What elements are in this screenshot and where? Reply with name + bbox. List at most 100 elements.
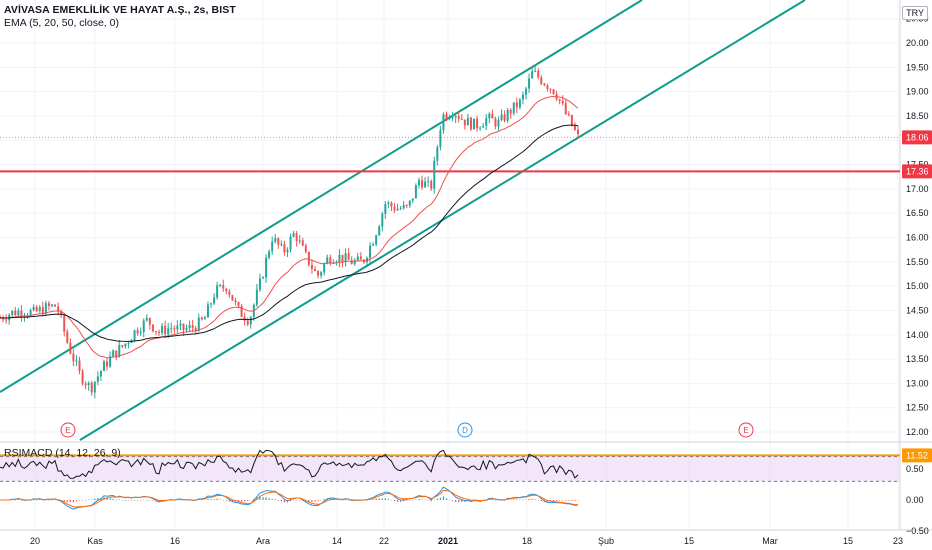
price-label-box bbox=[902, 130, 932, 145]
candle-body bbox=[268, 251, 271, 258]
ema-lines bbox=[0, 95, 579, 359]
macd-histogram-bar bbox=[528, 498, 530, 500]
candle-body bbox=[277, 238, 280, 245]
candle-body bbox=[396, 208, 399, 211]
macd-histogram-bar bbox=[455, 500, 457, 503]
candle-body bbox=[469, 117, 472, 130]
rsimacd-panel: 0.50 0.00 −0.50 bbox=[0, 449, 929, 536]
macd-histogram-bar bbox=[458, 500, 460, 503]
macd-histogram-bar bbox=[63, 500, 65, 502]
macd-histogram-bar bbox=[250, 500, 252, 501]
macd-histogram-bar bbox=[546, 500, 549, 503]
price-label-text: 17.36 bbox=[906, 166, 929, 176]
candle-body bbox=[534, 70, 537, 72]
candle-body bbox=[109, 356, 112, 367]
price-axis[interactable]: 20.5020.0019.5019.0018.5018.0017.5017.00… bbox=[906, 14, 929, 437]
macd-histogram-bar bbox=[439, 497, 441, 500]
macd-histogram-bar bbox=[317, 500, 319, 502]
currency-badge[interactable]: TRY bbox=[902, 6, 928, 20]
candle-body bbox=[528, 78, 531, 89]
macd-histogram-bar bbox=[540, 500, 542, 502]
candle-body bbox=[38, 307, 41, 312]
candle-body bbox=[124, 343, 127, 347]
rsi-tick-label: 0.50 bbox=[906, 464, 924, 474]
macd-histogram-bar bbox=[185, 500, 188, 501]
candle-body bbox=[161, 325, 164, 333]
candle-body bbox=[476, 118, 479, 129]
price-tick-label: 19.50 bbox=[906, 62, 929, 72]
candle-body bbox=[63, 315, 66, 332]
candle-body bbox=[503, 114, 506, 121]
macd-histogram-bar bbox=[522, 499, 524, 500]
macd-histogram-bar bbox=[85, 499, 87, 501]
macd-histogram-bar bbox=[253, 498, 255, 500]
macd-histogram-bar bbox=[299, 499, 301, 501]
candle-body bbox=[573, 125, 576, 130]
candle-series bbox=[0, 65, 579, 399]
candle-body bbox=[47, 303, 50, 306]
rsi-line bbox=[0, 449, 579, 479]
candle-body bbox=[200, 317, 203, 320]
price-tick-label: 15.50 bbox=[906, 257, 929, 267]
candle-body bbox=[164, 325, 167, 335]
candle-body bbox=[170, 328, 173, 330]
candle-body bbox=[231, 294, 234, 301]
time-axis[interactable]: 20 Kas 16 Ara 14 22 2021 18 Şub 15 Mar 15 23 bbox=[30, 536, 903, 546]
candle-body bbox=[494, 118, 497, 127]
symbol-title[interactable]: AVİVASA EMEKLİLİK VE HAYAT A.Ş., 2s, BIS… bbox=[4, 4, 236, 16]
candle-body bbox=[255, 289, 258, 305]
candle-body bbox=[466, 117, 469, 126]
candle-body bbox=[286, 249, 289, 253]
macd-histogram-bar bbox=[314, 500, 316, 502]
event-marker-label: E bbox=[743, 426, 748, 435]
time-tick-label: 2021 bbox=[438, 536, 458, 546]
candle-body bbox=[506, 109, 509, 121]
candle-body bbox=[460, 118, 463, 120]
macd-histogram-bar bbox=[45, 500, 47, 501]
candle-body bbox=[280, 243, 283, 245]
candle-body bbox=[347, 253, 350, 260]
macd-histogram-bar bbox=[228, 500, 230, 502]
macd-histogram-bar bbox=[372, 499, 374, 500]
candle-body bbox=[271, 241, 274, 252]
macd-histogram-bar bbox=[341, 499, 344, 501]
horizontal-lines[interactable] bbox=[0, 136, 900, 457]
macd-histogram-bar bbox=[240, 500, 243, 502]
candle-body bbox=[488, 113, 491, 119]
candle-body bbox=[188, 325, 191, 329]
candle-body bbox=[29, 310, 32, 316]
candle-body bbox=[384, 203, 387, 214]
candle-body bbox=[301, 240, 304, 246]
rsimacd-indicator-title[interactable]: RSIMACD (14, 12, 26, 9) bbox=[4, 447, 121, 459]
macd-histogram-bar bbox=[225, 500, 227, 501]
rsi-tick-label: 0.00 bbox=[906, 495, 924, 505]
price-label-text: 18.06 bbox=[906, 132, 929, 142]
candle-body bbox=[102, 361, 105, 372]
macd-histogram-bar bbox=[531, 498, 533, 500]
macd-histogram-bar bbox=[66, 500, 68, 503]
candle-body bbox=[353, 260, 356, 265]
ema-indicator-title[interactable]: EMA (5, 20, 50, close, 0) bbox=[4, 17, 119, 29]
candle-body bbox=[14, 310, 17, 316]
macd-histogram-bar bbox=[207, 498, 209, 500]
macd-histogram-bar bbox=[259, 496, 261, 500]
macd-histogram-bar bbox=[97, 497, 99, 500]
candle-body bbox=[509, 109, 512, 114]
candle-body bbox=[112, 350, 115, 357]
candle-body bbox=[359, 256, 362, 260]
trend-channel[interactable] bbox=[0, 0, 806, 441]
macd-histogram-bar bbox=[323, 498, 325, 500]
price-label-17.36: 17.36 bbox=[902, 164, 932, 179]
macd-histogram-bar bbox=[152, 500, 154, 501]
candle-body bbox=[338, 254, 341, 262]
candle-body bbox=[433, 160, 436, 189]
candle-body bbox=[246, 320, 249, 325]
candle-body bbox=[148, 317, 151, 325]
candle-body bbox=[185, 328, 188, 331]
macd-histogram-bar bbox=[384, 498, 386, 500]
macd-histogram-bar bbox=[552, 500, 555, 502]
candle-body bbox=[283, 243, 286, 253]
candle-body bbox=[265, 257, 268, 278]
